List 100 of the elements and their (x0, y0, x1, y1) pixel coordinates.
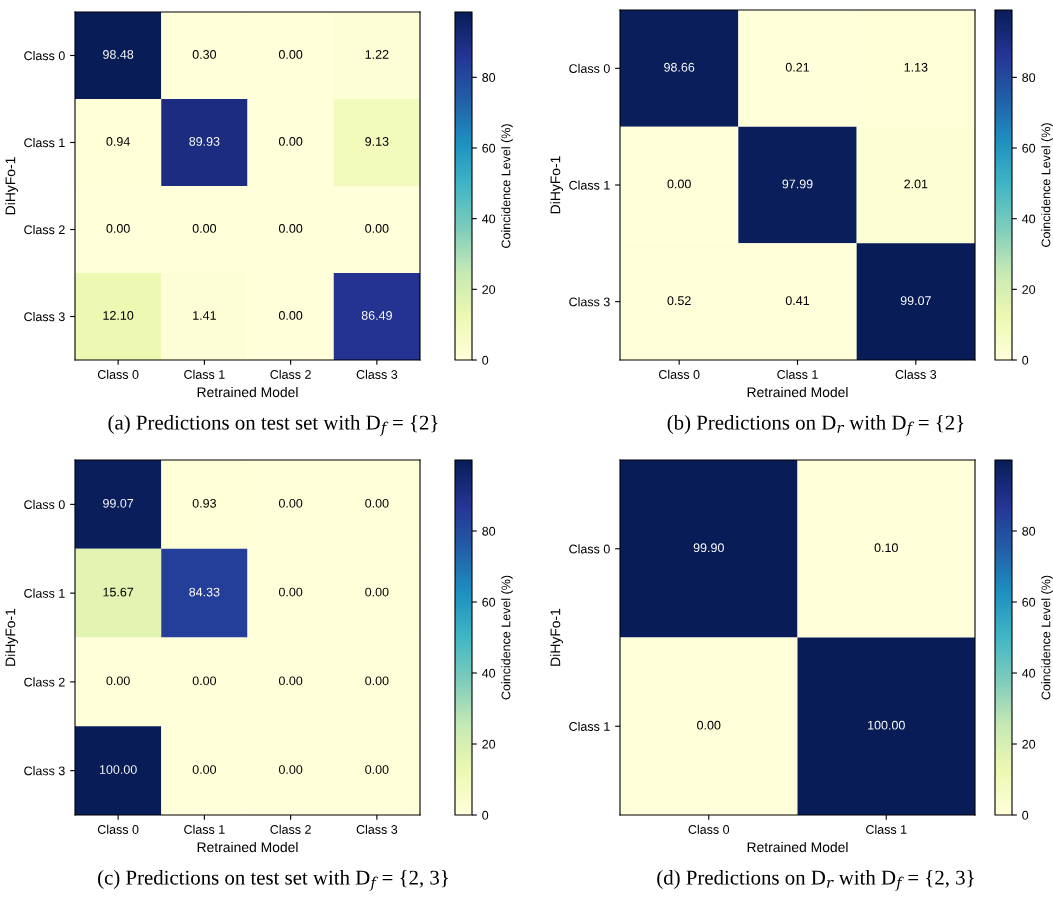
data-label: 2.01 (904, 179, 928, 189)
data-label: 86.49 (361, 311, 392, 320)
color-bar-label: 80 (1022, 73, 1036, 83)
color-bar-label: 80 (482, 73, 496, 82)
data-label: 0.00 (278, 137, 303, 146)
color-bar-label: 0 (1022, 810, 1029, 820)
data-label: 0.30 (192, 50, 217, 59)
color-bar-label: 80 (482, 526, 496, 536)
data-label: 0.00 (365, 676, 389, 686)
text: (a) Predictions on test set with D$_{f}$ = {2} (108, 415, 438, 436)
data-label: 0.00 (697, 720, 721, 730)
x-tick-label: Class 1 (777, 369, 818, 379)
data-label: 0.00 (106, 224, 130, 233)
data-label: 0.00 (278, 50, 303, 59)
x-tick-label: Class 0 (688, 824, 730, 834)
color-bar-label: 40 (482, 214, 496, 224)
data-label: 12.10 (103, 311, 134, 320)
y-tick-label: Class 0 (569, 63, 610, 73)
x-axis-title: Retrained Model (197, 386, 298, 398)
data-label: 84.33 (189, 587, 220, 597)
x-tick-label: Class 1 (184, 824, 225, 834)
x-axis-title: Retrained Model (747, 841, 848, 853)
data-label: 89.93 (189, 137, 220, 146)
color-bar-label: 40 (1022, 214, 1036, 224)
color-bar-label: 0 (482, 810, 489, 820)
color-bar-label: 0 (1022, 355, 1029, 365)
data-label: 0.00 (365, 224, 389, 233)
color-bar-label: 20 (482, 739, 496, 749)
color-bar-title: Coincidence Level (%) (501, 124, 513, 248)
x-axis-title: Retrained Model (197, 841, 298, 853)
data-label: 0.00 (192, 224, 217, 233)
data-label: 9.13 (365, 137, 389, 146)
data-label: 0.00 (106, 676, 130, 686)
x-tick-label: Class 2 (270, 824, 311, 834)
y-tick-label: Class 0 (569, 544, 610, 554)
color-bar-label: 60 (1022, 143, 1036, 153)
data-label: 97.99 (782, 179, 813, 189)
x-tick-label: Class 2 (270, 369, 311, 379)
data-label: 99.07 (900, 296, 931, 306)
y-tick-label: Class 1 (569, 721, 610, 731)
y-axis-title: DiHyFo-1 (550, 156, 564, 214)
y-tick-label: Class 3 (24, 766, 65, 776)
data-label: 0.00 (667, 179, 691, 189)
y-tick-label: Class 0 (24, 50, 65, 61)
x-axis-title: Retrained Model (747, 386, 848, 398)
x-tick-label: Class 0 (658, 369, 700, 379)
color-bar-label: 60 (1022, 597, 1036, 607)
x-tick-label: Class 3 (356, 824, 398, 834)
y-tick-label: Class 3 (569, 297, 610, 307)
y-axis-title: DiHyFo-1 (5, 157, 19, 215)
text: (b) Predictions on D$_{r}$ with D$_{f}$ = {2} (667, 415, 964, 436)
text: (d) Predictions on D$_{r}$ with D$_{f}$ = {2, 3} (657, 870, 974, 891)
data-label: 1.22 (365, 50, 389, 59)
data-label: 0.00 (365, 587, 389, 597)
y-tick-label: Class 2 (24, 224, 65, 235)
data-label: 0.00 (278, 498, 303, 508)
color-bar-title: Coincidence Level (%) (1041, 123, 1053, 247)
data-label: 0.00 (278, 311, 303, 320)
text: (c) Predictions on test set with D$_{f}$ = {2, 3} (98, 870, 448, 891)
y-tick-label: Class 0 (24, 499, 65, 510)
color-bar-label: 20 (1022, 739, 1036, 749)
color-bar-title: Coincidence Level (%) (1041, 575, 1053, 700)
color-bar-label: 20 (482, 285, 496, 294)
data-label: 1.13 (904, 62, 928, 72)
data-label: 15.67 (103, 587, 134, 597)
data-label: 100.00 (868, 720, 905, 730)
color-bar-label: 60 (482, 597, 496, 607)
y-tick-label: Class 1 (569, 180, 610, 190)
color-bar-label: 20 (1022, 285, 1036, 294)
data-label: 0.41 (785, 296, 810, 306)
data-label: 0.00 (365, 765, 389, 774)
data-label: 0.21 (785, 62, 810, 72)
color-bar-title: Coincidence Level (%) (501, 575, 513, 700)
x-tick-label: Class 3 (895, 369, 937, 379)
color-bar-label: 80 (1022, 526, 1036, 536)
data-label: 0.00 (278, 676, 303, 686)
x-tick-label: Class 1 (866, 824, 907, 834)
data-label: 0.00 (278, 587, 303, 597)
y-tick-label: Class 1 (24, 588, 65, 598)
x-tick-label: Class 1 (184, 369, 225, 379)
x-tick-label: Class 0 (97, 824, 139, 834)
data-label: 99.07 (103, 498, 134, 508)
data-label: 1.41 (193, 311, 216, 320)
data-label: 0.10 (874, 543, 898, 553)
data-label: 100.00 (99, 765, 137, 774)
y-axis-title: DiHyFo-1 (5, 608, 19, 666)
y-tick-label: Class 1 (24, 137, 65, 148)
data-label: 0.93 (192, 498, 216, 508)
data-label: 98.66 (664, 62, 695, 72)
color-bar-label: 60 (482, 143, 496, 153)
color-bar-label: 40 (1022, 668, 1036, 678)
data-label: 0.00 (192, 765, 217, 774)
x-tick-label: Class 0 (97, 369, 139, 379)
x-tick-label: Class 3 (356, 369, 398, 379)
data-label: 98.48 (103, 50, 134, 59)
y-tick-label: Class 2 (24, 677, 65, 687)
data-label: 99.90 (693, 543, 724, 553)
y-tick-label: Class 3 (24, 311, 65, 322)
y-axis-title: DiHyFo-1 (550, 608, 564, 666)
data-label: 0.00 (192, 676, 217, 686)
